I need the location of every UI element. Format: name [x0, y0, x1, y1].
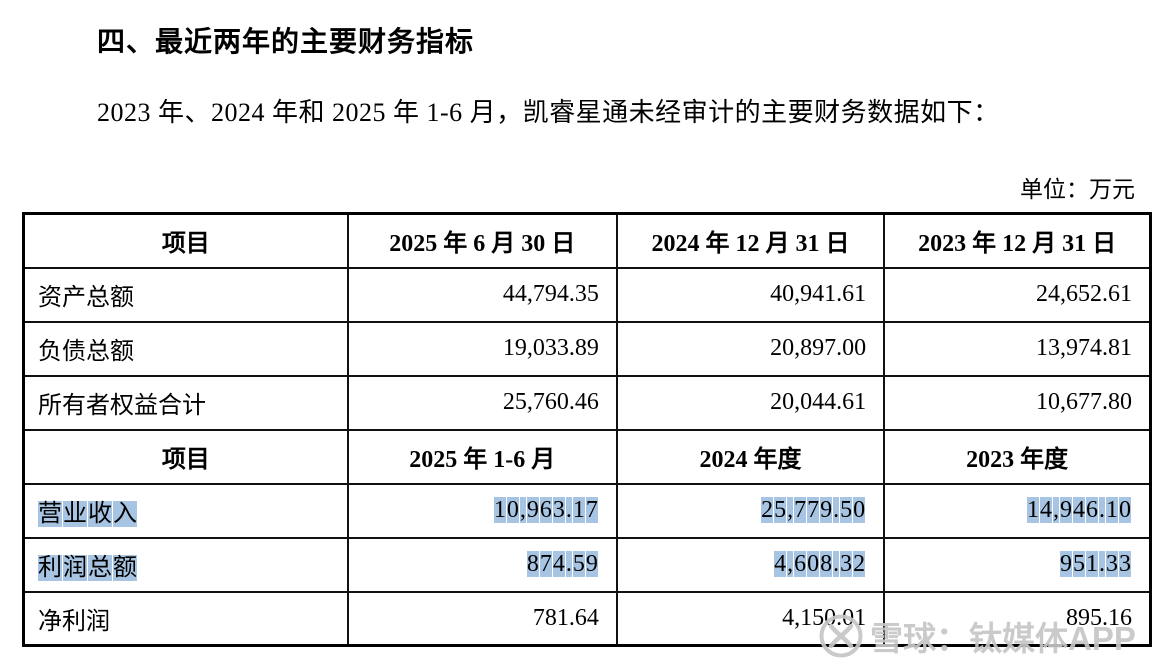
value-cell: 20,897.00 — [615, 320, 886, 377]
column-header-2024-12-31: 2024 年 12 月 31 日 — [615, 212, 886, 269]
value-cell: 20,044.61 — [615, 374, 886, 431]
value-cell: 895.16 — [883, 590, 1152, 647]
value-cell: 874.59 — [346, 536, 618, 593]
row-label: 利润总额 — [22, 536, 349, 593]
value-cell: 10,677.80 — [883, 374, 1152, 431]
unit-label: 单位：万元 — [1020, 177, 1135, 202]
value-cell: 24,652.61 — [883, 266, 1152, 323]
page-title: 四、最近两年的主要财务指标 — [97, 27, 475, 58]
highlighted-text: 营业收入 — [38, 501, 137, 527]
table-row-total-assets: 资产总额 44,794.35 40,941.61 24,652.61 — [22, 266, 1152, 323]
row-label: 营业收入 — [22, 482, 349, 539]
table-row-total-profit: 利润总额 874.59 4,608.32 951.33 — [22, 536, 1152, 593]
row-label: 所有者权益合计 — [22, 374, 349, 431]
highlighted-text: 10,963.17 — [493, 497, 598, 523]
highlighted-text: 951.33 — [1060, 551, 1131, 577]
value-cell: 14,946.10 — [883, 482, 1152, 539]
highlighted-text: 利润总额 — [38, 555, 137, 581]
balance-header-row: 项目 2025 年 6 月 30 日 2024 年 12 月 31 日 2023… — [22, 212, 1152, 269]
table-row-operating-revenue: 营业收入 10,963.17 25,779.50 14,946.10 — [22, 482, 1152, 539]
table-row-net-profit: 净利润 781.64 4,150.01 895.16 — [22, 590, 1152, 647]
highlighted-text: 14,946.10 — [1027, 497, 1131, 523]
row-label: 净利润 — [22, 590, 349, 647]
value-cell: 44,794.35 — [346, 266, 618, 323]
highlighted-text: 25,779.50 — [761, 497, 866, 523]
column-header-item: 项目 — [22, 212, 349, 269]
highlighted-text: 874.59 — [526, 551, 598, 577]
table-row-total-liabilities: 负债总额 19,033.89 20,897.00 13,974.81 — [22, 320, 1152, 377]
financial-indicators-table: 项目 2025 年 6 月 30 日 2024 年 12 月 31 日 2023… — [22, 212, 1152, 647]
value-cell: 781.64 — [346, 590, 618, 647]
column-header-2025-h1: 2025 年 1-6 月 — [346, 428, 618, 485]
value-cell: 25,760.46 — [346, 374, 618, 431]
value-cell: 13,974.81 — [883, 320, 1152, 377]
value-cell: 25,779.50 — [615, 482, 886, 539]
value-cell: 19,033.89 — [346, 320, 618, 377]
column-header-fy2024: 2024 年度 — [615, 428, 886, 485]
column-header-2025-06-30: 2025 年 6 月 30 日 — [346, 212, 618, 269]
column-header-fy2023: 2023 年度 — [883, 428, 1152, 485]
value-cell: 40,941.61 — [615, 266, 886, 323]
value-cell: 10,963.17 — [346, 482, 618, 539]
value-cell: 951.33 — [883, 536, 1152, 593]
income-header-row: 项目 2025 年 1-6 月 2024 年度 2023 年度 — [22, 428, 1152, 485]
highlighted-text: 4,608.32 — [774, 551, 866, 577]
value-cell: 4,150.01 — [615, 590, 886, 647]
column-header-2023-12-31: 2023 年 12 月 31 日 — [883, 212, 1152, 269]
table-row-total-equity: 所有者权益合计 25,760.46 20,044.61 10,677.80 — [22, 374, 1152, 431]
row-label: 负债总额 — [22, 320, 349, 377]
row-label: 资产总额 — [22, 266, 349, 323]
column-header-item: 项目 — [22, 428, 349, 485]
intro-paragraph: 2023 年、2024 年和 2025 年 1-6 月，凯睿星通未经审计的主要财… — [97, 98, 1000, 127]
value-cell: 4,608.32 — [615, 536, 886, 593]
